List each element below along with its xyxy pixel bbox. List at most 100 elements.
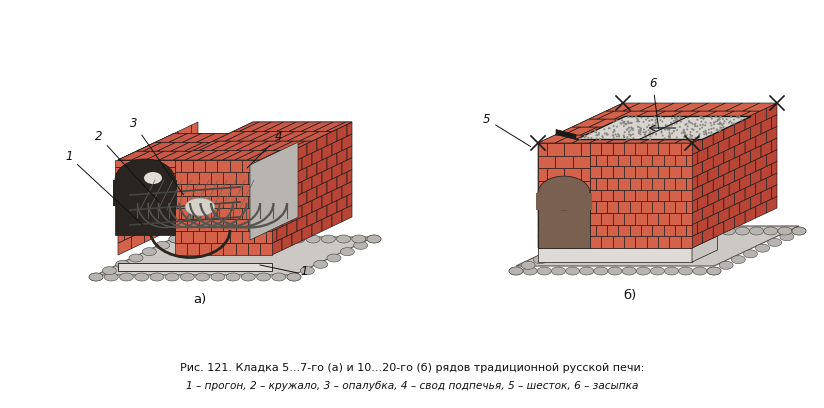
Polygon shape (236, 220, 248, 231)
Polygon shape (606, 103, 640, 111)
Circle shape (719, 129, 721, 131)
Polygon shape (288, 122, 321, 131)
Text: 5: 5 (483, 113, 531, 146)
Polygon shape (297, 143, 307, 160)
Polygon shape (729, 179, 740, 195)
Polygon shape (609, 150, 623, 168)
Polygon shape (266, 231, 272, 243)
Polygon shape (691, 103, 726, 111)
Ellipse shape (169, 235, 183, 243)
Circle shape (634, 116, 637, 118)
Circle shape (695, 137, 696, 139)
Polygon shape (595, 133, 609, 151)
Polygon shape (692, 175, 697, 190)
Polygon shape (555, 180, 573, 193)
Circle shape (677, 120, 679, 122)
Polygon shape (714, 221, 723, 238)
Polygon shape (146, 151, 178, 160)
Polygon shape (602, 213, 613, 225)
Circle shape (721, 127, 723, 129)
Circle shape (623, 121, 625, 123)
Circle shape (696, 125, 698, 127)
Polygon shape (327, 153, 337, 169)
Circle shape (639, 129, 642, 131)
Circle shape (675, 119, 677, 121)
Polygon shape (538, 160, 552, 178)
Polygon shape (745, 160, 756, 176)
Circle shape (655, 133, 658, 135)
Circle shape (628, 131, 630, 133)
Polygon shape (658, 166, 669, 178)
Circle shape (652, 129, 654, 131)
Polygon shape (609, 173, 623, 191)
Circle shape (731, 122, 733, 124)
Polygon shape (223, 220, 236, 231)
Circle shape (645, 131, 647, 133)
Polygon shape (118, 228, 124, 243)
Circle shape (638, 133, 640, 134)
Polygon shape (566, 123, 580, 141)
Polygon shape (766, 173, 777, 190)
Polygon shape (580, 186, 595, 205)
Polygon shape (641, 225, 653, 236)
Polygon shape (205, 231, 218, 243)
Polygon shape (556, 129, 576, 140)
Polygon shape (630, 155, 641, 166)
Circle shape (620, 122, 621, 124)
Text: 1: 1 (300, 265, 307, 278)
Polygon shape (538, 136, 552, 155)
Circle shape (722, 118, 724, 120)
Polygon shape (152, 209, 165, 227)
Polygon shape (297, 215, 307, 231)
Ellipse shape (226, 273, 240, 281)
Circle shape (736, 116, 738, 118)
Polygon shape (658, 135, 692, 143)
Circle shape (719, 130, 720, 132)
Polygon shape (538, 206, 552, 225)
Circle shape (686, 134, 688, 136)
Ellipse shape (693, 227, 707, 235)
Polygon shape (248, 243, 260, 255)
Polygon shape (282, 186, 292, 203)
Polygon shape (734, 188, 745, 205)
Polygon shape (703, 226, 714, 243)
Ellipse shape (195, 273, 209, 281)
Polygon shape (734, 118, 745, 135)
Circle shape (718, 119, 720, 121)
Polygon shape (118, 237, 131, 255)
Polygon shape (145, 166, 165, 173)
Polygon shape (618, 155, 630, 166)
Polygon shape (723, 193, 734, 210)
Polygon shape (745, 136, 756, 153)
Polygon shape (538, 155, 555, 168)
Polygon shape (538, 230, 552, 248)
Circle shape (596, 134, 597, 136)
Polygon shape (272, 157, 277, 172)
Circle shape (728, 122, 730, 124)
Polygon shape (254, 184, 266, 195)
Ellipse shape (521, 261, 535, 269)
Circle shape (636, 120, 638, 122)
Polygon shape (317, 134, 327, 151)
Polygon shape (224, 141, 256, 151)
Circle shape (617, 133, 619, 135)
Ellipse shape (538, 176, 590, 210)
Circle shape (659, 119, 662, 121)
Polygon shape (580, 210, 595, 228)
Circle shape (741, 119, 742, 121)
Polygon shape (658, 213, 669, 225)
Bar (115, 180, 175, 235)
Circle shape (682, 131, 685, 133)
Polygon shape (546, 143, 564, 155)
Circle shape (700, 116, 701, 118)
Circle shape (627, 128, 629, 130)
Polygon shape (233, 122, 260, 131)
Circle shape (588, 137, 589, 139)
Ellipse shape (104, 273, 118, 281)
Polygon shape (124, 198, 138, 216)
Circle shape (595, 131, 597, 133)
Ellipse shape (665, 267, 679, 275)
Polygon shape (574, 201, 588, 220)
Polygon shape (347, 193, 352, 208)
Polygon shape (277, 200, 287, 217)
